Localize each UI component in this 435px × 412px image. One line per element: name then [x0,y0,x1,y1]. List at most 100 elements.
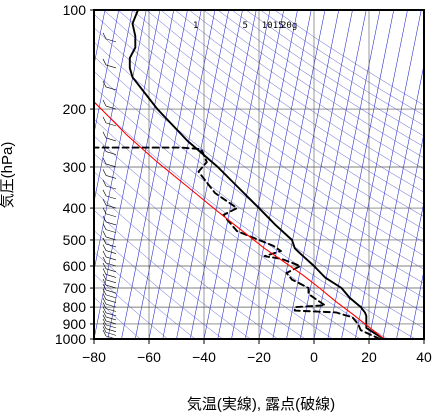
wind-barb-staff [105,250,117,254]
isotherm-line [327,10,395,339]
isotherm-line [396,200,424,339]
wind-barb-flag [102,198,107,206]
adiabat-line [260,10,424,116]
wind-barb-staff [105,105,117,110]
wind-barb-flag [102,215,107,223]
wind-barb-staff [105,332,117,336]
wind-barb-staff [105,316,117,321]
adiabat-line [188,10,424,170]
adiabat-line [94,251,196,339]
isotherm-line [368,63,424,339]
wind-barbs [102,1,117,339]
wind-barb-flag [102,116,107,124]
wind-barb-flag [102,169,107,176]
wind-barb-staff [105,175,117,179]
adiabat-line [94,27,424,270]
isotherm-line [134,10,202,339]
wind-barb-flag [102,302,107,309]
wind-barb-flag [102,244,107,251]
adiabat-line [94,118,388,339]
adiabat-line [94,71,424,314]
wind-barb-flag [102,131,107,139]
wind-barb-flag [102,310,107,318]
y-tick-label: 300 [63,159,87,175]
wind-barb-staff [105,294,117,299]
wind-barb-flag [102,250,107,258]
wind-barb-flag [102,58,107,66]
isotherm-line [148,10,216,339]
wind-barb-staff [105,38,117,43]
wind-barb-staff [105,243,117,248]
isotherm-line [272,10,340,339]
x-tick-label: −40 [192,349,216,365]
adiabat-line [94,273,168,339]
isotherm-line [217,10,285,339]
wind-barb-flag [102,297,107,305]
adiabat-line [117,10,424,230]
x-tick-label: 0 [310,349,318,365]
isotherm-line [94,10,120,135]
adiabat-line [94,171,306,339]
wind-barb-flag [102,268,107,275]
wind-barb-staff [105,122,117,127]
wind-barb-staff [105,303,117,308]
wind-barb-staff [105,86,117,91]
mixing-ratio-label: 1 [193,21,198,31]
wind-barb-staff [105,284,117,289]
wind-barb-staff [105,151,117,155]
isotherm-line [94,10,161,339]
y-tick-label: 900 [63,316,87,332]
x-axis-ticks: −80 −60 −40 −20 0 20 40 [82,339,432,365]
wind-barb-staff [105,324,117,329]
wind-barb-staff [105,195,117,200]
wind-barb-flag [102,230,107,238]
wind-barb-flag [103,1,106,7]
temperature-line [128,10,386,339]
y-tick-label: 800 [63,299,87,315]
y-tick-label: 100 [63,2,87,18]
adiabat-line [132,10,424,217]
adiabat-line [94,13,424,256]
isotherm-line [94,10,133,204]
wind-barb-flag [102,223,107,230]
adiabat-line [94,296,141,339]
mixing-ratio-label: 10 [262,21,273,31]
isotherm-line [189,10,257,339]
mixing-ratio-label: 20g [281,21,297,31]
adiabat-line [146,10,424,205]
adiabat-lines [94,10,424,339]
isotherm-line [107,10,175,339]
wind-barb-flag [102,278,107,286]
adiabat-line [94,209,251,339]
wind-barb-staff [105,320,117,325]
wind-barb-flag [102,179,107,187]
wind-barb-staff [105,221,117,226]
adiabat-line [94,86,424,329]
wind-barb-flag [102,283,107,291]
wind-barb-flag [102,273,107,280]
y-tick-label: 600 [63,258,87,274]
isotherm-line [341,10,408,339]
mixing-ratio-label: 15 [273,21,284,31]
wind-barb-staff [105,289,117,294]
adiabat-line [274,10,424,106]
profile-lines [94,10,386,339]
isotherm-line [354,10,422,339]
wind-barb-flag [102,314,107,322]
parcel-line [94,100,385,339]
y-tick-label: 200 [63,101,87,117]
y-tick-label: 700 [63,280,87,296]
wind-barb-staff [105,308,117,312]
adiabat-line [94,230,223,339]
adiabat-line [94,102,416,339]
wind-barb-flag [102,256,107,264]
wind-barb-staff [105,262,117,267]
wind-barb-flag [102,207,107,214]
adiabat-line [174,10,424,181]
isotherm-line [176,10,243,339]
wind-barb-staff [105,163,117,168]
wind-barb-staff [105,236,117,241]
